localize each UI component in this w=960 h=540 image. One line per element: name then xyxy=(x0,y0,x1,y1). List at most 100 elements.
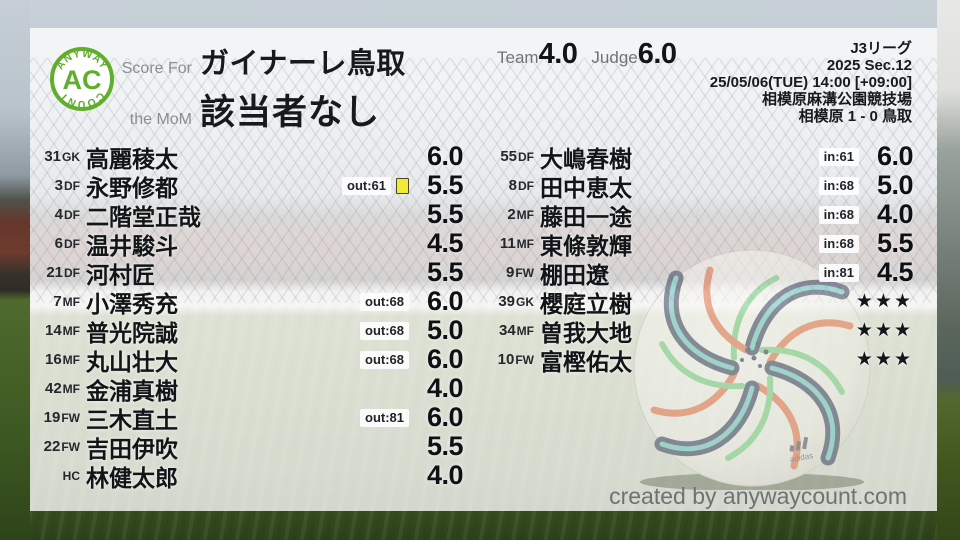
substitution-badge: in:68 xyxy=(818,205,859,224)
player-row: 42MF 金浦真樹 4.0 xyxy=(38,373,464,404)
player-number: 10 xyxy=(497,350,515,368)
player-number-position: 4DF xyxy=(38,206,80,224)
player-score: 5.5 xyxy=(426,170,464,200)
score-for-label: Score For xyxy=(121,60,192,77)
mom-label: the MoM xyxy=(129,111,192,128)
player-row: 16MF 丸山壮大 out:68 6.0 xyxy=(38,344,464,375)
player-position: DF xyxy=(64,178,80,193)
player-number-position: 3DF xyxy=(38,177,80,195)
player-number: 39 xyxy=(498,292,515,310)
player-number-position: 22FW xyxy=(38,438,80,456)
player-score: 4.0 xyxy=(426,373,464,403)
substitution-badge: out:68 xyxy=(360,350,409,369)
player-position: GK xyxy=(62,149,80,164)
player-number: 55 xyxy=(500,147,517,165)
player-number: 16 xyxy=(44,350,62,368)
svg-text:adidas: adidas xyxy=(789,451,814,464)
player-number: 19 xyxy=(43,408,61,426)
player-number: 21 xyxy=(46,263,63,281)
player-score: 6.0 xyxy=(426,141,464,171)
league-name: J3リーグ xyxy=(850,40,912,57)
player-row: 11MF 東條敦輝 in:68 5.5 xyxy=(492,228,914,259)
player-name: 吉田伊吹 xyxy=(86,435,178,462)
player-score: 6.0 xyxy=(426,286,464,316)
player-number: 42 xyxy=(44,379,62,397)
player-row: 7MF 小澤秀充 out:68 6.0 xyxy=(38,286,464,317)
player-number-position: 11MF xyxy=(492,235,534,253)
player-name: 小澤秀充 xyxy=(86,290,178,317)
team-rating-value: 4.0 xyxy=(538,38,578,70)
player-score: 5.5 xyxy=(426,257,464,287)
player-position: FW xyxy=(515,352,534,367)
match-result: 相模原 1 - 0 鳥取 xyxy=(798,108,912,125)
match-datetime: 25/05/06(TUE) 14:00 [+09:00] xyxy=(709,74,912,91)
player-number-position: 21DF xyxy=(38,264,80,282)
player-number: 22 xyxy=(43,437,61,455)
team-name: ガイナーレ鳥取 xyxy=(200,48,406,80)
player-name: 永野修都 xyxy=(86,174,178,201)
player-position: DF xyxy=(518,149,534,164)
player-score: ★★★ xyxy=(855,349,913,370)
player-row: 39GK 櫻庭立樹 ★★★ xyxy=(492,287,913,317)
player-number: 31 xyxy=(44,147,61,165)
player-number-position: 16MF xyxy=(38,351,80,369)
player-number-position: 34MF xyxy=(492,322,534,340)
player-score: ★★★ xyxy=(855,291,913,312)
yellow-card-icon xyxy=(396,177,409,194)
venue: 相模原麻溝公園競技場 xyxy=(761,91,912,108)
players-starters-column: 31GK 高麗稜太 6.0 3DF 永野修都 out:61 5.5 4DF 二階… xyxy=(38,141,464,491)
player-name: 高麗稜太 xyxy=(86,145,178,172)
player-position: FW xyxy=(61,410,80,425)
player-name: 田中恵太 xyxy=(540,174,632,201)
player-position: GK xyxy=(516,294,534,309)
player-name: 三木直土 xyxy=(86,406,178,433)
player-score: 4.0 xyxy=(426,460,464,490)
player-number: 11 xyxy=(499,234,516,252)
player-position: MF xyxy=(62,352,80,367)
player-score: 4.5 xyxy=(426,228,464,258)
match-info-block: J3リーグ 2025 Sec.12 25/05/06(TUE) 14:00 [+… xyxy=(710,40,912,125)
player-number-position: 7MF xyxy=(38,293,80,311)
player-score: 5.5 xyxy=(426,199,464,229)
substitution-badge: out:68 xyxy=(360,321,409,340)
team-rating-label: Team xyxy=(497,48,539,67)
photo-right-strip xyxy=(937,0,960,540)
players-subs-column: 55DF 大嶋春樹 in:61 6.0 8DF 田中恵太 in:68 5.0 2… xyxy=(492,141,914,375)
logo-bottom-text: COUNT xyxy=(57,90,106,111)
player-score: 5.5 xyxy=(426,431,464,461)
player-number-position: 10FW xyxy=(492,351,534,369)
player-score: 6.0 xyxy=(426,344,464,374)
player-score: 5.0 xyxy=(426,315,464,345)
substitution-badge: in:81 xyxy=(818,263,859,282)
player-name: 藤田一途 xyxy=(540,203,632,230)
player-row: 31GK 高麗稜太 6.0 xyxy=(38,141,464,172)
player-name: 大嶋春樹 xyxy=(540,145,632,172)
player-row: 55DF 大嶋春樹 in:61 6.0 xyxy=(492,141,913,172)
player-number: 8 xyxy=(508,176,517,194)
substitution-badge: out:68 xyxy=(360,292,409,311)
player-row: 4DF 二階堂正哉 5.5 xyxy=(38,199,464,230)
player-name: 普光院誠 xyxy=(86,319,178,346)
player-score: 6.0 xyxy=(426,402,464,432)
player-number-position: 6DF xyxy=(38,235,80,253)
player-row: 8DF 田中恵太 in:68 5.0 xyxy=(492,170,914,201)
player-score: ★★★ xyxy=(855,320,913,341)
player-score: 5.0 xyxy=(876,170,914,200)
soccer-ball-photo: adidas xyxy=(633,249,871,490)
player-position: MF xyxy=(516,236,534,251)
player-name: 丸山壮大 xyxy=(86,348,178,375)
player-name: 曽我大地 xyxy=(540,319,632,346)
season-section: 2025 Sec.12 xyxy=(826,57,912,74)
player-row: 19FW 三木直土 out:81 6.0 xyxy=(38,402,464,433)
player-row: 9FW 棚田遼 in:81 4.5 xyxy=(492,257,914,288)
player-name: 金浦真樹 xyxy=(86,377,178,404)
player-score: 4.0 xyxy=(876,199,914,229)
photo-left-strip xyxy=(0,0,30,540)
player-name: 富樫佑太 xyxy=(540,348,632,375)
svg-text:COUNT: COUNT xyxy=(57,90,107,111)
player-name: 温井駿斗 xyxy=(86,232,178,259)
substitution-badge: in:68 xyxy=(818,176,859,195)
player-position: MF xyxy=(516,323,534,338)
player-number-position: 42MF xyxy=(38,380,80,398)
player-row: 6DF 温井駿斗 4.5 xyxy=(38,228,464,259)
